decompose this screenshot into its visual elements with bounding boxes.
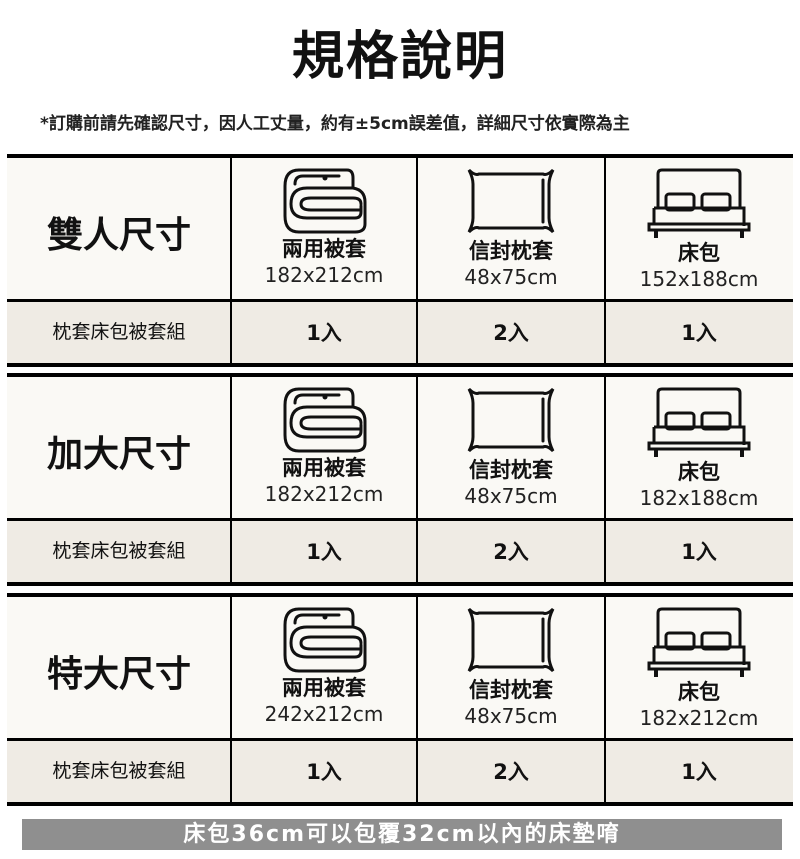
item-cell: 兩用被套 182x212cm (231, 385, 417, 507)
item-dimensions: 48x75cm (464, 265, 558, 289)
set-row (7, 741, 793, 802)
bed-icon (605, 166, 793, 238)
item-dimensions: 182x212cm (264, 263, 384, 287)
pillow-icon (417, 605, 605, 675)
item-quantity: 1入 (681, 760, 717, 784)
item-dimensions: 182x188cm (639, 486, 759, 510)
column-divider (604, 597, 606, 802)
divider (7, 593, 793, 597)
item-quantity: 1入 (306, 760, 342, 784)
item-name: 兩用被套 (282, 456, 366, 480)
duvet-icon (231, 166, 417, 234)
divider (7, 154, 793, 158)
column-divider (604, 377, 606, 582)
size-label: 雙人尺寸 (46, 215, 191, 256)
item-quantity: 1入 (306, 540, 342, 564)
fitted-sheet-banner: 床包36cm可以包覆32cm以內的床墊唷 (22, 819, 782, 850)
size-label: 特大尺寸 (46, 654, 191, 695)
item-dimensions: 242x212cm (264, 702, 384, 726)
set-row (7, 521, 793, 582)
item-name: 兩用被套 (282, 676, 366, 700)
page-title: 規格說明 (291, 27, 508, 87)
item-name: 信封枕套 (469, 678, 553, 702)
item-dimensions: 152x188cm (639, 267, 759, 291)
divider (7, 518, 793, 521)
divider (7, 299, 793, 302)
column-divider (416, 377, 418, 582)
size-label: 加大尺寸 (46, 434, 191, 475)
item-dimensions: 182x212cm (639, 706, 759, 730)
item-quantity: 2入 (493, 321, 529, 345)
size-section: 特大尺寸 枕套床包被套組 兩用被套 242x212cm 1入 信封枕套 48x75… (7, 593, 793, 845)
item-cell: 信封枕套 48x75cm (417, 166, 605, 290)
item-cell: 兩用被套 242x212cm (231, 605, 417, 727)
item-cell: 床包 152x188cm (605, 166, 793, 292)
column-divider (416, 158, 418, 363)
size-section: 加大尺寸 枕套床包被套組 兩用被套 182x212cm 1入 信封枕套 48x75… (7, 373, 793, 625)
duvet-icon (231, 385, 417, 453)
set-row (7, 302, 793, 363)
item-cell: 兩用被套 182x212cm (231, 166, 417, 288)
pillow-icon (417, 385, 605, 455)
item-name: 兩用被套 (282, 237, 366, 261)
item-name: 信封枕套 (469, 239, 553, 263)
item-cell: 床包 182x212cm (605, 605, 793, 731)
column-divider (230, 377, 232, 582)
item-name: 床包 (678, 680, 720, 704)
item-name: 信封枕套 (469, 458, 553, 482)
item-dimensions: 48x75cm (464, 704, 558, 728)
divider (7, 582, 793, 586)
bed-icon (605, 385, 793, 457)
item-quantity: 1入 (306, 321, 342, 345)
size-section: 雙人尺寸 枕套床包被套組 兩用被套 182x212cm 1入 信封枕套 48x75… (7, 154, 793, 406)
item-name: 床包 (678, 460, 720, 484)
item-quantity: 2入 (493, 760, 529, 784)
set-label: 枕套床包被套組 (52, 540, 186, 562)
column-divider (230, 597, 232, 802)
item-quantity: 1入 (681, 321, 717, 345)
column-divider (416, 597, 418, 802)
divider (7, 373, 793, 377)
item-name: 床包 (678, 241, 720, 265)
item-cell: 床包 182x188cm (605, 385, 793, 511)
item-cell: 信封枕套 48x75cm (417, 605, 605, 729)
item-quantity: 1入 (681, 540, 717, 564)
item-dimensions: 48x75cm (464, 484, 558, 508)
bed-icon (605, 605, 793, 677)
measurement-note: *訂購前請先確認尺寸，因人工丈量，約有±5cm誤差值，詳細尺寸依實際為主 (40, 114, 630, 134)
set-label: 枕套床包被套組 (52, 760, 186, 782)
pillow-icon (417, 166, 605, 236)
divider (7, 802, 793, 806)
column-divider (604, 158, 606, 363)
duvet-icon (231, 605, 417, 673)
column-divider (230, 158, 232, 363)
divider (7, 738, 793, 741)
item-cell: 信封枕套 48x75cm (417, 385, 605, 509)
divider (7, 363, 793, 367)
item-quantity: 2入 (493, 540, 529, 564)
set-label: 枕套床包被套組 (52, 321, 186, 343)
item-dimensions: 182x212cm (264, 482, 384, 506)
